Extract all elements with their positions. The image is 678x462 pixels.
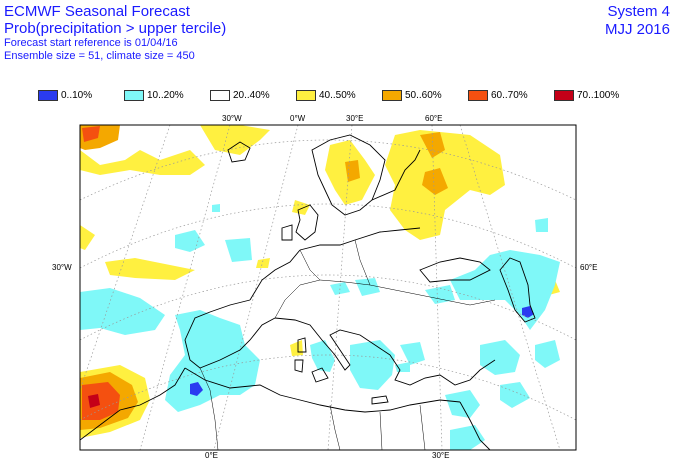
legend-label: 0..10%: [61, 89, 93, 101]
legend-swatch: [124, 89, 144, 101]
period-label: MJJ 2016: [604, 21, 670, 38]
legend-swatch: [468, 89, 488, 101]
legend-label: 20..40%: [233, 89, 270, 101]
lon-label-30w: 30°W: [222, 114, 242, 123]
header-right: System 4 MJJ 2016: [605, 3, 670, 39]
legend-label: 40..50%: [319, 89, 356, 101]
lon-label-0w: 0°W: [290, 114, 306, 123]
borders: [199, 239, 496, 450]
map-frame: [79, 124, 577, 451]
legend-item-20-40: 20..40%: [210, 88, 270, 102]
chart-subtitle: Prob(precipitation > upper tercile): [4, 20, 227, 37]
graticule: [80, 125, 576, 450]
field-60-70: [82, 126, 120, 420]
system-label: System 4: [607, 3, 670, 20]
legend-swatch: [554, 89, 574, 101]
legend-item-10-20: 10..20%: [124, 88, 184, 102]
lon-label-30e: 30°E: [346, 114, 363, 123]
legend-swatch: [38, 89, 58, 101]
lat-label-right-60e: 60°E: [580, 263, 597, 272]
legend-item-40-50: 40..50%: [296, 88, 356, 102]
lon-label-bottom-0e: 0°E: [205, 451, 218, 460]
coastlines: [80, 134, 536, 450]
probability-fields: [80, 125, 560, 450]
legend-label: 70..100%: [577, 89, 620, 101]
field-70-100: [88, 394, 100, 408]
legend-item-60-70: 60..70%: [468, 88, 528, 102]
lon-label-bottom-30e: 30°E: [432, 451, 449, 460]
lon-label-60e: 60°E: [425, 114, 442, 123]
ensemble-size: Ensemble size = 51, climate size = 450: [4, 50, 195, 62]
lat-label-left-30w: 30°W: [52, 263, 72, 272]
legend-swatch: [210, 89, 230, 101]
legend-item-70-100: 70..100%: [554, 88, 619, 102]
header-left: ECMWF Seasonal Forecast Prob(precipitati…: [4, 3, 226, 63]
legend-item-0-10: 0..10%: [38, 88, 92, 102]
legend-label: 10..20%: [147, 89, 184, 101]
legend-label: 60..70%: [491, 89, 528, 101]
field-0-10: [190, 306, 534, 396]
legend-swatch: [382, 89, 402, 101]
legend-swatch: [296, 89, 316, 101]
field-10-20: [80, 204, 560, 450]
legend-item-50-60: 50..60%: [382, 88, 442, 102]
chart-title: ECMWF Seasonal Forecast: [4, 3, 190, 20]
forecast-reference: Forecast start reference is 01/04/16: [4, 37, 178, 49]
legend-label: 50..60%: [405, 89, 442, 101]
